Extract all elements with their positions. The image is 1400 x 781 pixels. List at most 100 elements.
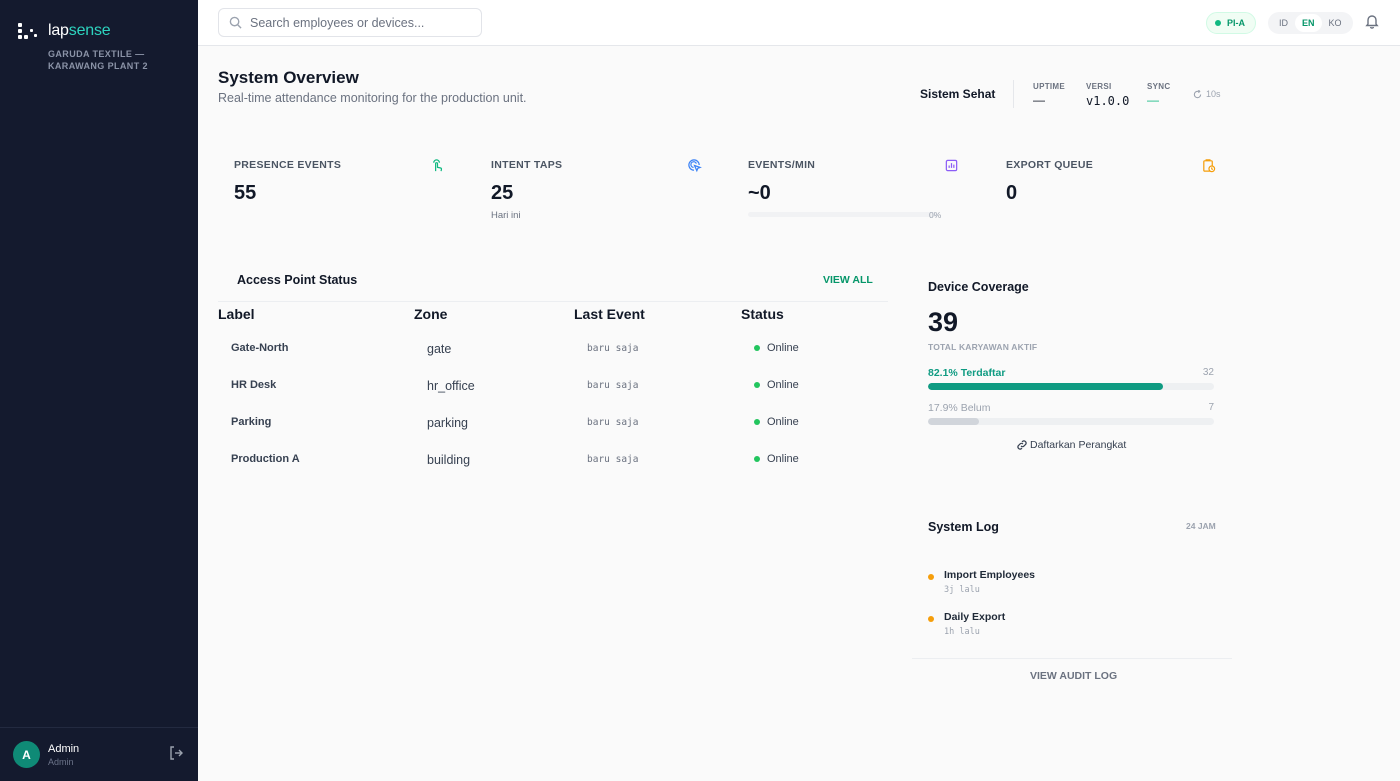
column-header-label[interactable]: Label	[218, 306, 255, 322]
kpi-subtext: Hari ini	[491, 210, 521, 221]
lang-ko[interactable]: KO	[1328, 18, 1342, 28]
node-status-badge: PI-A	[1206, 12, 1256, 34]
status-dot	[754, 456, 760, 462]
kpi-value: 55	[234, 182, 257, 204]
search-box[interactable]	[218, 8, 482, 37]
unregistered-label: 17.9% Belum	[928, 402, 991, 414]
column-header-zone[interactable]: Zone	[414, 306, 448, 322]
brand-name: lapsense	[48, 22, 111, 39]
sidebar: lapsense GARUDA TEXTILE — KARAWANG PLANT…	[0, 0, 198, 781]
system-health-label: Sistem Sehat	[920, 87, 996, 101]
kpi-value: ~0	[748, 182, 771, 204]
logout-icon[interactable]	[168, 745, 184, 761]
kpi-label: PRESENCE EVENTS	[234, 159, 342, 171]
table-row[interactable]: Production A building baru saja Online	[218, 441, 888, 478]
status-dot	[928, 574, 934, 580]
column-header-status[interactable]: Status	[741, 306, 784, 322]
status-dot	[928, 616, 934, 622]
column-header-last-event[interactable]: Last Event	[574, 306, 645, 322]
user-name: Admin	[48, 743, 80, 755]
device-coverage-title: Device Coverage	[928, 280, 1029, 294]
registered-count: 32	[1202, 367, 1214, 378]
page-title: System Overview	[218, 68, 359, 87]
ap-last-event: baru saja	[587, 343, 639, 354]
language-switcher: ID EN KO	[1268, 12, 1353, 34]
user-panel: A Admin Admin	[0, 727, 198, 781]
ap-last-event: baru saja	[587, 454, 639, 465]
unregistered-count: 7	[1208, 402, 1214, 413]
kpi-label: INTENT TAPS	[491, 159, 563, 171]
uptime-label: UPTIME	[1033, 82, 1066, 91]
ap-last-event: baru saja	[587, 417, 639, 428]
kpi-value: 0	[1006, 182, 1018, 204]
unregistered-progress-bar	[928, 418, 1214, 425]
log-range: 24 JAM	[1186, 521, 1216, 531]
log-item[interactable]: Import Employees 3j lalu	[928, 569, 1218, 601]
ap-status: Online	[754, 453, 799, 465]
lang-en[interactable]: EN	[1295, 14, 1322, 32]
brand-logo[interactable]: lapsense	[18, 22, 111, 40]
status-dot	[1215, 20, 1221, 26]
sync-value: —	[1147, 93, 1159, 107]
kpi-events-per-min: EVENTS/MIN ~0 0%	[732, 150, 962, 230]
search-icon	[229, 16, 242, 29]
divider	[218, 301, 888, 302]
top-bar: PI-A ID EN KO	[198, 0, 1400, 46]
kpi-value: 25	[491, 182, 514, 204]
view-audit-log-link[interactable]: VIEW AUDIT LOG	[1030, 670, 1118, 682]
logo-mark-icon	[18, 23, 38, 39]
table-row[interactable]: HR Desk hr_office baru saja Online	[218, 367, 888, 404]
ap-status: Online	[754, 379, 799, 391]
refresh-interval[interactable]: 10s	[1193, 89, 1221, 99]
kpi-label: EXPORT QUEUE	[1006, 159, 1094, 171]
ap-label: Production A	[231, 453, 300, 465]
coverage-caption: TOTAL KARYAWAN AKTIF	[928, 342, 1038, 352]
kpi-intent-taps: INTENT TAPS 25 Hari ini	[475, 150, 705, 230]
ap-status: Online	[754, 342, 799, 354]
view-all-link[interactable]: VIEW ALL	[823, 274, 873, 286]
organization-name: GARUDA TEXTILE — KARAWANG PLANT 2	[48, 49, 148, 71]
bell-icon[interactable]	[1364, 13, 1380, 29]
status-dot	[754, 382, 760, 388]
register-device-link[interactable]: Daftarkan Perangkat	[1016, 439, 1126, 451]
version-value: v1.0.0	[1086, 94, 1130, 108]
kpi-export-queue: EXPORT QUEUE 0	[990, 150, 1220, 230]
log-item-time: 3j lalu	[944, 585, 980, 595]
user-role: Admin	[48, 757, 74, 767]
events-progress-label: 0%	[929, 210, 942, 220]
log-item-title: Import Employees	[944, 569, 1036, 581]
target-pointer-icon	[688, 159, 702, 173]
page-subtitle: Real-time attendance monitoring for the …	[218, 91, 527, 105]
log-item-time: 1h lalu	[944, 627, 980, 637]
refresh-icon	[1193, 89, 1202, 98]
ap-last-event: baru saja	[587, 380, 639, 391]
kpi-label: EVENTS/MIN	[748, 159, 816, 171]
status-dot	[754, 345, 760, 351]
sync-label: SYNC	[1147, 82, 1171, 91]
ap-zone: parking	[427, 416, 468, 430]
bar-chart-icon	[945, 159, 958, 172]
ap-label: Gate-North	[231, 342, 289, 354]
version-label: VERSI	[1086, 82, 1112, 91]
registered-progress-bar	[928, 383, 1214, 390]
divider	[912, 658, 1232, 659]
table-row[interactable]: Parking parking baru saja Online	[218, 404, 888, 441]
kpi-presence-events: PRESENCE EVENTS 55	[218, 150, 448, 230]
clipboard-clock-icon	[1203, 159, 1216, 173]
access-point-title: Access Point Status	[237, 273, 358, 287]
ap-zone: hr_office	[427, 379, 475, 393]
link-icon	[1017, 440, 1027, 450]
uptime-value: —	[1033, 93, 1045, 107]
log-item[interactable]: Daily Export 1h lalu	[928, 611, 1218, 643]
lang-id[interactable]: ID	[1279, 18, 1288, 28]
status-dot	[754, 419, 760, 425]
ap-zone: building	[427, 453, 471, 467]
ap-label: Parking	[231, 416, 272, 428]
avatar[interactable]: A	[13, 741, 40, 768]
ap-zone: gate	[427, 342, 452, 356]
divider	[1013, 80, 1014, 108]
search-input[interactable]	[250, 15, 470, 30]
log-item-title: Daily Export	[944, 611, 1006, 623]
table-row[interactable]: Gate-North gate baru saja Online	[218, 330, 888, 367]
events-progress-bar	[748, 212, 938, 217]
